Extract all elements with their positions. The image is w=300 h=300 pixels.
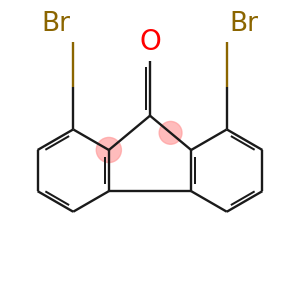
Text: O: O [139,28,161,56]
Text: Br: Br [41,11,70,38]
Text: Br: Br [230,11,259,38]
Circle shape [96,137,122,163]
Circle shape [159,122,182,144]
